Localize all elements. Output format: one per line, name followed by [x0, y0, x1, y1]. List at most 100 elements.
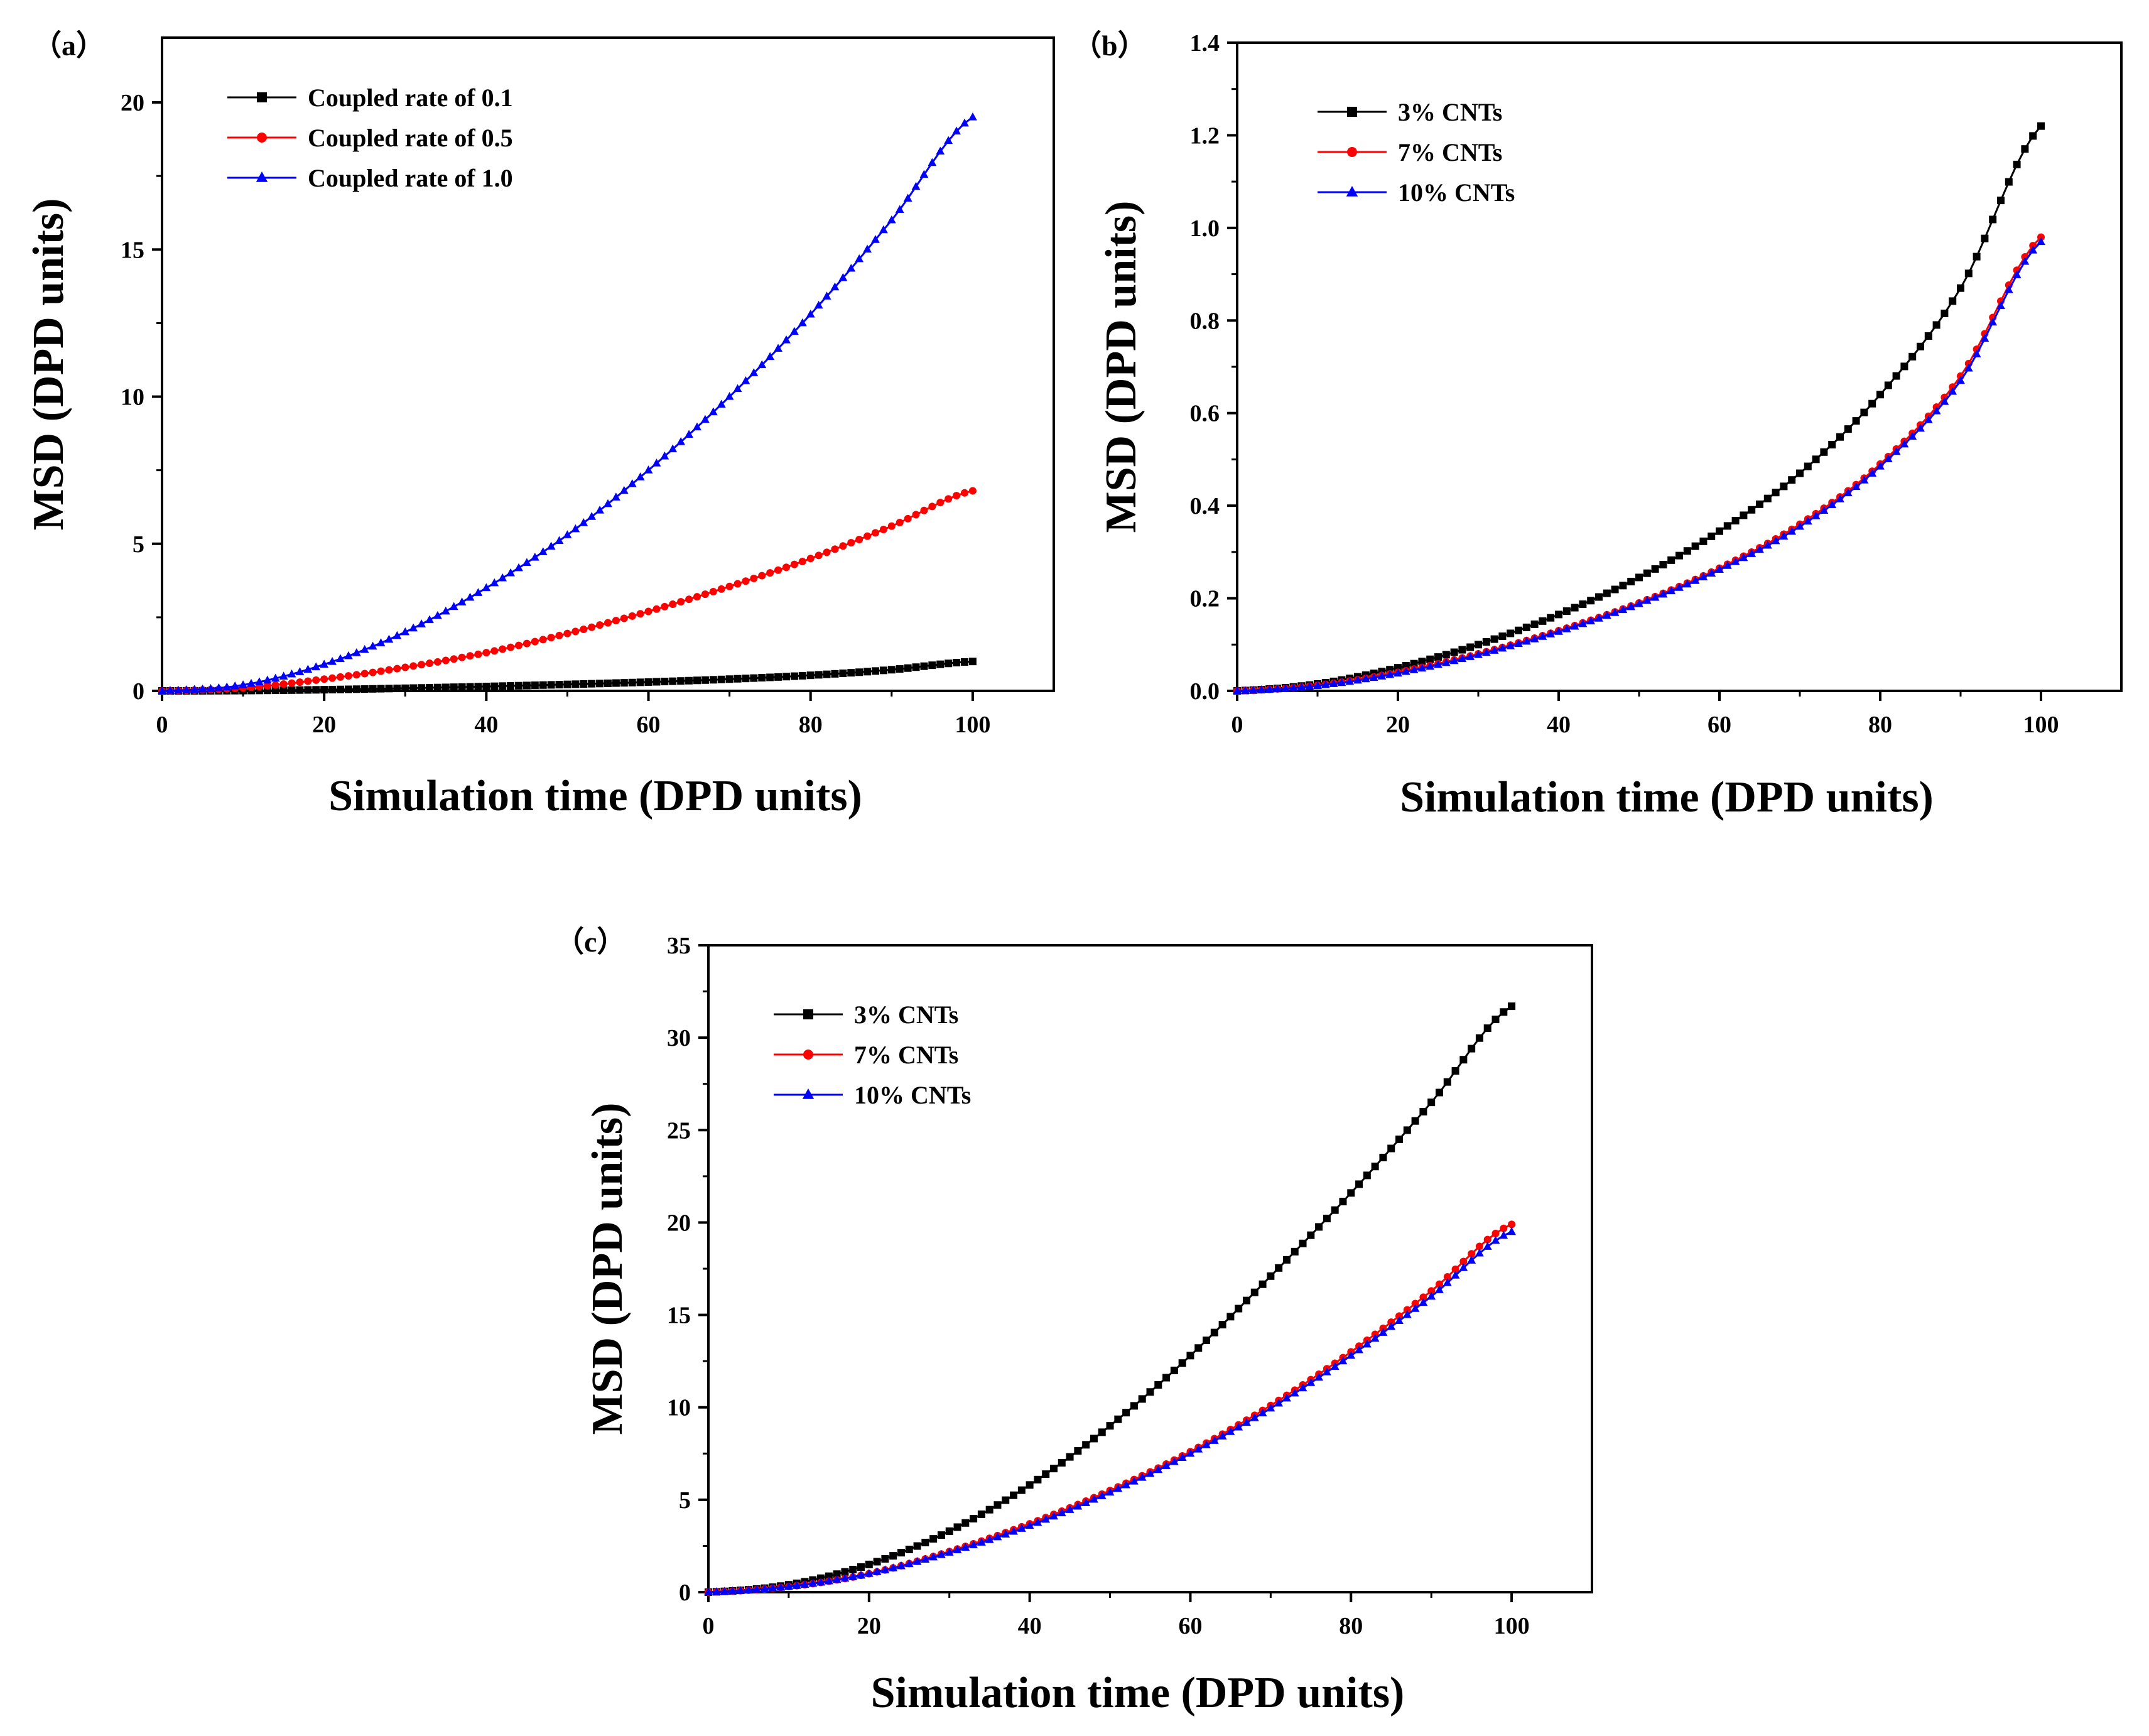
data-point [1066, 1453, 1074, 1461]
data-point [752, 1585, 761, 1593]
legend: Coupled rate of 0.1 Coupled rate of 0.5 Co… [227, 84, 513, 192]
data-point [776, 1583, 786, 1591]
data-point [222, 682, 232, 691]
data-point [1555, 610, 1562, 619]
data-point [587, 512, 597, 520]
data-point [392, 631, 402, 639]
data-point [896, 665, 904, 673]
data-point [1852, 417, 1860, 425]
data-point [944, 136, 953, 144]
data-point [1427, 1287, 1436, 1295]
data-point [766, 569, 774, 577]
data-point [1395, 1136, 1404, 1144]
data-point [1435, 1088, 1443, 1097]
series-line [161, 489, 973, 692]
data-point [903, 193, 912, 202]
data-point [474, 588, 483, 596]
x-tick-label: 80 [1868, 712, 1892, 738]
data-point [1940, 396, 1949, 405]
data-point [1482, 637, 1490, 646]
data-point [1258, 1408, 1267, 1417]
data-point [676, 437, 686, 445]
data-point [604, 679, 612, 687]
data-point [1980, 334, 1989, 342]
legend-marker [803, 1009, 813, 1019]
data-point [337, 685, 344, 693]
data-point [1419, 1107, 1427, 1115]
data-point [685, 595, 693, 604]
data-point [555, 681, 563, 689]
data-point [1411, 1299, 1419, 1308]
series-line [708, 1230, 1512, 1593]
data-point [636, 678, 644, 686]
plot-frame [707, 944, 1593, 1593]
x-tick-label: 100 [2023, 712, 2059, 738]
data-point [563, 530, 572, 538]
data-point [741, 376, 750, 384]
data-point [1250, 1288, 1259, 1296]
data-point [628, 678, 636, 686]
data-point [1050, 1465, 1058, 1473]
data-point [880, 1565, 890, 1573]
data-point [1234, 1422, 1243, 1431]
y-tick-label: 5 [133, 531, 144, 558]
data-point [1081, 1498, 1091, 1507]
data-point [352, 648, 361, 656]
data-point [418, 684, 426, 692]
data-point [733, 384, 742, 393]
data-point [296, 678, 304, 686]
x-axis-title: Simulation time (DPD units) [328, 772, 862, 820]
data-point [840, 1573, 850, 1582]
data-point [872, 667, 879, 675]
data-point [822, 291, 831, 300]
data-point [247, 678, 256, 687]
data-point [571, 524, 580, 533]
data-point [1723, 561, 1732, 569]
data-point [1282, 1256, 1291, 1264]
data-point [1659, 589, 1668, 598]
data-point [1098, 1428, 1106, 1436]
data-point [1226, 1427, 1235, 1435]
data-point [1884, 381, 1892, 389]
data-point [1226, 1313, 1235, 1321]
data-point [1490, 635, 1498, 643]
data-point [1090, 1494, 1098, 1503]
data-point [1267, 1272, 1275, 1280]
data-point [482, 583, 491, 592]
data-point [1924, 415, 1933, 423]
data-point [620, 614, 628, 622]
data-point [1771, 536, 1780, 545]
data-point [1186, 1448, 1195, 1457]
data-point [1194, 1445, 1203, 1453]
data-point [815, 671, 823, 679]
data-point [1498, 632, 1507, 641]
data-point [337, 673, 344, 681]
data-point [426, 659, 433, 668]
data-point [1353, 675, 1362, 684]
data-point [507, 643, 515, 651]
data-point [1587, 597, 1595, 605]
data-point [474, 683, 482, 691]
data-point [1314, 1372, 1324, 1381]
data-point [725, 675, 733, 683]
data-point [563, 680, 571, 688]
data-point [736, 1586, 745, 1594]
x-tick-label: 60 [1178, 1613, 1202, 1639]
data-point [2037, 122, 2045, 130]
data-point [418, 661, 426, 669]
data-point [887, 215, 896, 224]
data-point [1500, 1224, 1508, 1232]
data-point [717, 585, 725, 593]
data-point [865, 1560, 873, 1568]
data-point [368, 641, 377, 650]
y-tick-label: 1.0 [1190, 215, 1220, 242]
data-point [1065, 1505, 1074, 1513]
data-point [458, 653, 466, 661]
data-point [993, 1501, 1002, 1509]
data-point [1562, 607, 1571, 615]
data-point [1796, 469, 1804, 477]
data-point [344, 672, 352, 680]
x-tick-label: 20 [857, 1613, 881, 1639]
data-point [1586, 616, 1596, 625]
data-point [1379, 1153, 1387, 1161]
